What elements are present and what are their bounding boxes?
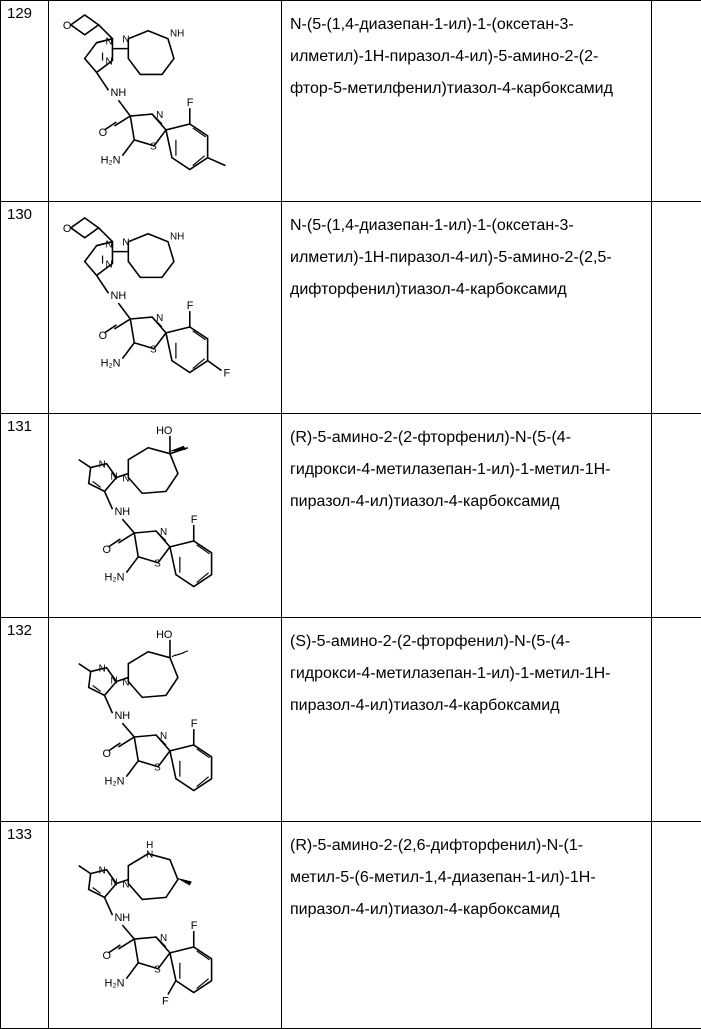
svg-text:N: N xyxy=(160,527,167,538)
svg-text:N: N xyxy=(99,664,106,675)
svg-text:N: N xyxy=(122,238,129,249)
chemical-structure-icon: O N N N NH NH O xyxy=(51,7,279,190)
extra-cell xyxy=(652,202,701,413)
svg-text:N: N xyxy=(156,313,163,324)
svg-text:N: N xyxy=(122,35,129,46)
svg-text:H₂N: H₂N xyxy=(105,571,125,583)
compound-name-cell: (R)-5-амино-2-(2-фторфенил)-N-(5-(4-гидр… xyxy=(282,413,652,617)
compound-number-cell: 130 xyxy=(1,202,49,413)
chemical-structure-icon: N H N N N NH O xyxy=(51,828,279,1016)
svg-text:N: N xyxy=(156,110,163,121)
structure-cell: N HO N N NH O N S xyxy=(49,618,282,822)
svg-text:H₂N: H₂N xyxy=(105,776,125,788)
svg-text:F: F xyxy=(187,97,194,109)
compound-number: 130 xyxy=(7,206,32,223)
svg-text:N: N xyxy=(99,459,106,470)
svg-text:F: F xyxy=(191,921,198,933)
svg-text:N: N xyxy=(99,866,106,877)
table-row: 133 N H N N N NH xyxy=(1,822,701,1028)
chemical-structure-icon: O N N N NH NH O xyxy=(51,208,279,401)
svg-text:NH: NH xyxy=(170,232,184,243)
compound-number-cell: 132 xyxy=(1,618,49,822)
structure-cell: O N N N NH NH O xyxy=(49,202,282,413)
extra-cell xyxy=(652,618,701,822)
svg-text:N: N xyxy=(160,933,167,944)
svg-text:N: N xyxy=(106,37,113,48)
svg-text:S: S xyxy=(154,558,161,569)
svg-text:H₂N: H₂N xyxy=(105,978,125,990)
compound-number: 133 xyxy=(7,826,32,843)
svg-text:O: O xyxy=(99,330,107,342)
svg-text:H₂N: H₂N xyxy=(101,155,121,167)
svg-text:O: O xyxy=(63,223,71,235)
svg-text:F: F xyxy=(191,514,198,526)
extra-cell xyxy=(652,822,701,1028)
svg-text:S: S xyxy=(150,345,157,356)
page: 129 O N N N NH NH xyxy=(0,0,701,999)
svg-text:F: F xyxy=(191,718,198,730)
chemical-structure-icon: N HO N N NH O xyxy=(51,420,279,606)
compound-name-cell: (S)-5-амино-2-(2-фторфенил)-N-(5-(4-гидр… xyxy=(282,618,652,822)
svg-text:F: F xyxy=(223,368,230,380)
compound-name: N-(5-(1,4-диазепан-1-ил)-1-(оксетан-3-ил… xyxy=(290,16,613,97)
svg-text:NH: NH xyxy=(114,710,130,722)
compound-name-cell: N-(5-(1,4-диазепан-1-ил)-1-(оксетан-3-ил… xyxy=(282,1,652,202)
compound-name: (R)-5-амино-2-(2-фторфенил)-N-(5-(4-гидр… xyxy=(290,429,611,510)
svg-text:NH: NH xyxy=(170,29,184,40)
structure-cell: N HO N N NH O xyxy=(49,413,282,617)
table-row: 132 N HO N N NH O xyxy=(1,618,701,822)
svg-text:F: F xyxy=(187,300,194,312)
svg-text:H₂N: H₂N xyxy=(101,358,121,370)
chemical-structure-icon: N HO N N NH O N S xyxy=(51,624,279,810)
svg-text:O: O xyxy=(99,127,107,139)
compound-name: (S)-5-амино-2-(2-фторфенил)-N-(5-(4-гидр… xyxy=(290,633,611,714)
compound-number: 129 xyxy=(7,5,32,22)
compound-name: N-(5-(1,4-диазепан-1-ил)-1-(оксетан-3-ил… xyxy=(290,217,612,298)
svg-text:NH: NH xyxy=(110,291,126,303)
svg-text:NH: NH xyxy=(114,506,130,518)
svg-text:NH: NH xyxy=(114,913,130,925)
table-row: 131 N HO N N NH xyxy=(1,413,701,617)
compound-table: 129 O N N N NH NH xyxy=(0,0,701,1029)
extra-cell xyxy=(652,1,701,202)
svg-text:O: O xyxy=(103,748,111,760)
compound-number-cell: 129 xyxy=(1,1,49,202)
svg-text:S: S xyxy=(154,763,161,774)
svg-text:N: N xyxy=(160,731,167,742)
structure-cell: O N N N NH NH O xyxy=(49,1,282,202)
svg-text:O: O xyxy=(103,950,111,962)
svg-text:NH: NH xyxy=(110,87,126,99)
svg-text:HO: HO xyxy=(156,629,172,641)
svg-text:N: N xyxy=(146,850,153,861)
svg-text:N: N xyxy=(106,56,113,67)
svg-text:N: N xyxy=(106,260,113,271)
svg-text:N: N xyxy=(106,240,113,251)
extra-cell xyxy=(652,413,701,617)
svg-text:HO: HO xyxy=(156,425,172,437)
svg-text:O: O xyxy=(63,20,71,32)
compound-number: 131 xyxy=(7,418,32,435)
compound-name-cell: N-(5-(1,4-диазепан-1-ил)-1-(оксетан-3-ил… xyxy=(282,202,652,413)
compound-number-cell: 131 xyxy=(1,413,49,617)
structure-cell: N H N N N NH O xyxy=(49,822,282,1028)
compound-name-cell: (R)-5-амино-2-(2,6-дифторфенил)-N-(1-мет… xyxy=(282,822,652,1028)
svg-text:S: S xyxy=(154,965,161,976)
svg-text:S: S xyxy=(150,142,157,153)
table-row: 130 O N N N NH NH xyxy=(1,202,701,413)
compound-number: 132 xyxy=(7,622,32,639)
compound-number-cell: 133 xyxy=(1,822,49,1028)
table-row: 129 O N N N NH NH xyxy=(1,1,701,202)
svg-text:F: F xyxy=(162,996,169,1008)
svg-text:O: O xyxy=(103,544,111,556)
compound-name: (R)-5-амино-2-(2,6-дифторфенил)-N-(1-мет… xyxy=(290,837,596,918)
